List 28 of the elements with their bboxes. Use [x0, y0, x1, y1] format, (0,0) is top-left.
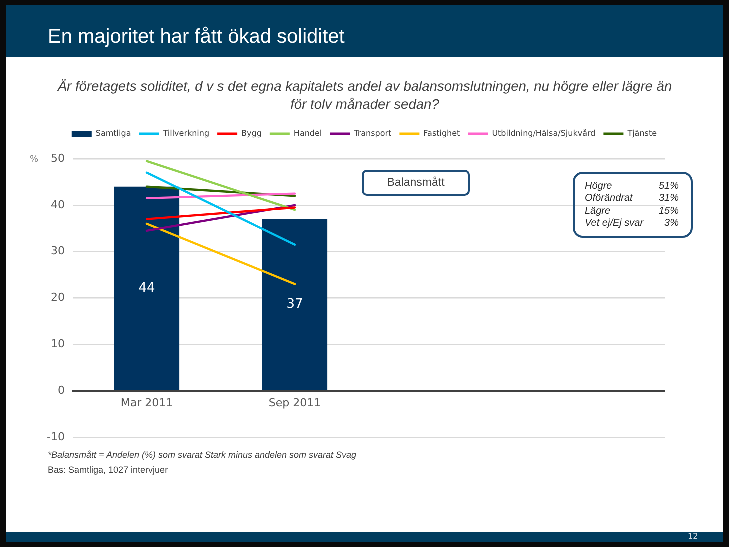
- rounded-box: Balansmått: [362, 170, 470, 196]
- legend-label: Handel: [294, 129, 322, 138]
- x-tick-label: Sep 2011: [268, 396, 322, 410]
- text: 12: [688, 532, 698, 542]
- data-label: 44: [138, 280, 156, 296]
- legend-label: Tillverkning: [162, 129, 210, 138]
- y-axis-title: %: [30, 155, 39, 165]
- x-tick-label: Mar 2011: [120, 396, 174, 410]
- y-tick-label: 0: [58, 384, 65, 397]
- text: *Balansmått = Andelen (%) som svarat Stark minus andelen som svarat Svag: [48, 450, 357, 460]
- rounded-card: Högre 51% Oförändrat 31% Lägre 15% Vet ej/Ej svar 3%: [573, 172, 693, 238]
- legend-label: Tjänste: [626, 129, 658, 138]
- y-tick-label: 50: [51, 152, 65, 165]
- y-tick-label: 20: [51, 291, 65, 304]
- legend-label: Transport: [353, 129, 392, 138]
- legend-label: Samtliga: [96, 129, 132, 138]
- y-tick-label: -10: [47, 430, 65, 444]
- text: Bas: Samtliga, 1027 intervjuer: [48, 465, 168, 475]
- y-tick-label: 10: [51, 337, 65, 350]
- chart-title: En majoritet har fått ökad soliditet: [48, 26, 345, 49]
- chart-subtitle: Är företagets soliditet, d v s det egna kapitalets andel av balansomslutningen, nu högre eller lägre än för tolv månader sedan?: [56, 78, 674, 114]
- legend-label: Utbildning/Hälsa/Sjukvård: [492, 128, 596, 138]
- data-label: 37: [286, 297, 304, 312]
- y-tick-label: 30: [51, 244, 65, 258]
- legend-label: Fastighet: [424, 129, 460, 138]
- annotation: Balansmått: [387, 177, 445, 189]
- y-tick-label: 40: [51, 198, 65, 212]
- legend-label: Bygg: [242, 129, 262, 138]
